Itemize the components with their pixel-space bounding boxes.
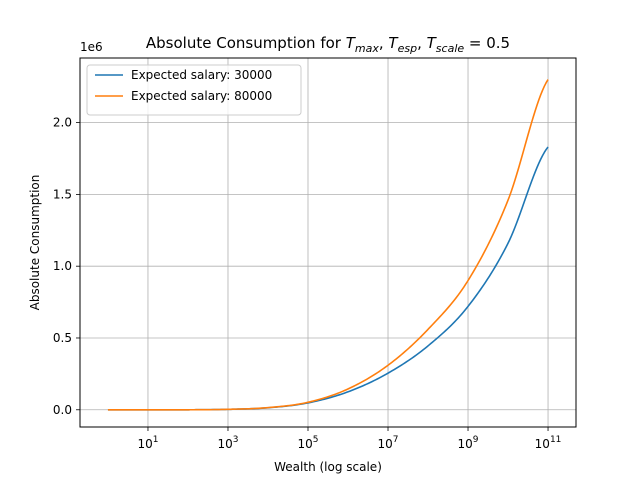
x-tick-base: 10	[458, 437, 473, 451]
x-tick-exponent: 11	[550, 435, 561, 445]
x-tick-exponent: 5	[313, 435, 319, 445]
legend-label-2: Expected salary: 80000	[131, 89, 272, 103]
chart-title-prefix: Absolute Consumption for	[146, 34, 346, 52]
chart-title-subscript: scale	[436, 42, 465, 55]
y-tick-label: 1.5	[53, 187, 72, 201]
y-axis-ticks: 0.0 0.5 1.0 1.5 2.0	[53, 116, 80, 417]
x-axis-label: Wealth (log scale)	[274, 460, 382, 474]
chart-title-subscript: max	[355, 42, 379, 55]
legend-label-1: Expected salary: 30000	[131, 68, 272, 82]
x-tick-exponent: 9	[473, 435, 479, 445]
chart-title-symbol: T	[388, 34, 399, 52]
x-tick-exponent: 1	[153, 435, 159, 445]
plot-lines	[107, 79, 549, 411]
x-tick-base: 10	[137, 437, 152, 451]
chart-title-separator: = 0.5	[464, 34, 510, 52]
grid-lines	[80, 58, 576, 427]
y-offset-label: 1e6	[80, 40, 103, 54]
series-line-2	[107, 79, 549, 411]
x-tick-label: 103	[217, 435, 238, 451]
chart-title: Absolute Consumption for Tmax, Tesp, Tsc…	[146, 34, 510, 55]
chart-title-subscript: esp	[398, 42, 417, 55]
x-tick-base: 10	[217, 437, 232, 451]
x-tick-label: 107	[378, 435, 399, 451]
y-tick-label: 0.0	[53, 403, 72, 417]
plot-frame	[79, 57, 577, 428]
chart-title-separator: ,	[379, 34, 389, 52]
x-tick-label: 105	[297, 435, 318, 451]
x-tick-label: 109	[458, 435, 479, 451]
chart-title-symbol: T	[346, 34, 357, 52]
y-tick-label: 2.0	[53, 116, 72, 130]
legend-box	[86, 64, 302, 116]
x-tick-base: 10	[297, 437, 312, 451]
x-axis-ticks: 101 103 105 107 109 1011	[137, 427, 561, 451]
x-tick-label: 1011	[535, 435, 562, 451]
x-tick-label: 101	[137, 435, 158, 451]
chart-title-symbol: T	[427, 34, 438, 52]
legend: Expected salary: 30000 Expected salary: 8…	[86, 64, 302, 116]
y-axis-label: Absolute Consumption	[28, 175, 42, 311]
x-tick-base: 10	[535, 437, 550, 451]
chart-title-separator: ,	[417, 34, 427, 52]
x-tick-base: 10	[378, 437, 393, 451]
x-tick-exponent: 7	[393, 435, 399, 445]
x-tick-exponent: 3	[233, 435, 239, 445]
y-tick-label: 0.5	[53, 331, 72, 345]
y-tick-label: 1.0	[53, 259, 72, 273]
